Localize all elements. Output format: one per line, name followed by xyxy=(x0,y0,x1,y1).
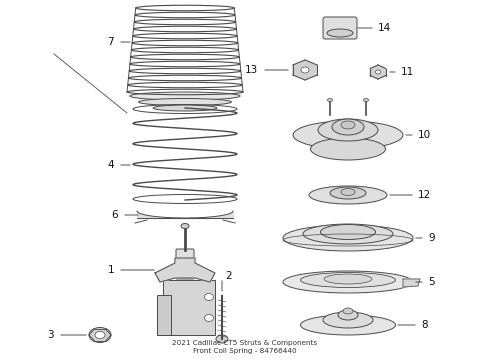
Ellipse shape xyxy=(301,67,309,73)
Ellipse shape xyxy=(204,315,214,321)
Polygon shape xyxy=(370,65,378,72)
Ellipse shape xyxy=(95,332,105,338)
Polygon shape xyxy=(155,258,215,282)
Ellipse shape xyxy=(300,315,395,335)
Text: 2: 2 xyxy=(225,271,232,281)
Text: 4: 4 xyxy=(107,160,114,170)
Ellipse shape xyxy=(89,328,111,342)
Ellipse shape xyxy=(303,224,393,244)
Ellipse shape xyxy=(309,186,387,204)
Ellipse shape xyxy=(311,138,386,160)
Polygon shape xyxy=(378,65,386,72)
Polygon shape xyxy=(305,60,317,70)
Ellipse shape xyxy=(216,335,228,343)
Polygon shape xyxy=(293,70,305,80)
Text: 9: 9 xyxy=(428,233,435,243)
Ellipse shape xyxy=(338,310,358,320)
Polygon shape xyxy=(370,68,378,76)
Ellipse shape xyxy=(324,274,372,284)
Bar xyxy=(157,295,171,335)
Ellipse shape xyxy=(283,225,413,251)
Ellipse shape xyxy=(343,308,353,314)
Text: 11: 11 xyxy=(401,67,414,77)
FancyBboxPatch shape xyxy=(323,17,357,39)
Ellipse shape xyxy=(332,119,364,135)
Text: 6: 6 xyxy=(111,210,118,220)
Ellipse shape xyxy=(293,121,403,149)
Ellipse shape xyxy=(327,99,333,102)
Bar xyxy=(163,280,215,335)
Polygon shape xyxy=(305,70,317,80)
Text: 8: 8 xyxy=(421,320,428,330)
Polygon shape xyxy=(293,65,305,75)
Ellipse shape xyxy=(341,189,355,195)
Text: 12: 12 xyxy=(418,190,431,200)
Ellipse shape xyxy=(323,312,373,328)
Text: 7: 7 xyxy=(107,37,114,47)
Ellipse shape xyxy=(300,273,395,288)
Ellipse shape xyxy=(327,29,353,37)
Polygon shape xyxy=(378,68,386,76)
Ellipse shape xyxy=(364,99,368,102)
Ellipse shape xyxy=(204,293,214,301)
Text: 3: 3 xyxy=(48,330,54,340)
Ellipse shape xyxy=(330,187,366,199)
FancyBboxPatch shape xyxy=(176,249,194,279)
Text: 13: 13 xyxy=(245,65,258,75)
Polygon shape xyxy=(293,60,305,70)
Text: 5: 5 xyxy=(428,277,435,287)
Ellipse shape xyxy=(139,99,231,105)
Text: 1: 1 xyxy=(107,265,114,275)
Text: 14: 14 xyxy=(378,23,391,33)
Polygon shape xyxy=(403,279,420,287)
Ellipse shape xyxy=(341,121,355,129)
Ellipse shape xyxy=(375,70,381,74)
Ellipse shape xyxy=(320,225,375,239)
Polygon shape xyxy=(378,72,386,79)
Ellipse shape xyxy=(283,271,413,293)
Ellipse shape xyxy=(181,224,189,229)
Ellipse shape xyxy=(318,119,378,141)
Polygon shape xyxy=(305,65,317,75)
Text: 2021 Cadillac CT5 Struts & Components
Front Coil Spring - 84766440: 2021 Cadillac CT5 Struts & Components Fr… xyxy=(172,340,318,354)
Ellipse shape xyxy=(153,105,217,111)
Text: 10: 10 xyxy=(418,130,431,140)
Ellipse shape xyxy=(130,92,240,100)
Polygon shape xyxy=(370,72,378,79)
